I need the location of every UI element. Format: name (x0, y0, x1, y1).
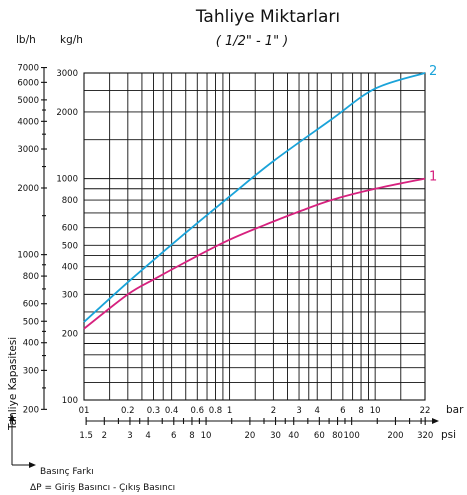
x-tick-psi: 10 (201, 431, 212, 441)
arrow-icon (9, 414, 36, 468)
x-tick-bar: 01 (79, 406, 90, 416)
y-tick-lb: 200 (23, 405, 39, 415)
y-tick-kg: 300 (62, 290, 78, 300)
y-axis-label: Tahliye Kapasitesi (7, 337, 19, 431)
x-tick-psi: 320 (417, 431, 433, 441)
x-tick-psi: 60 (314, 431, 325, 441)
x-tick-bar: 0.3 (147, 406, 161, 416)
grid (83, 72, 426, 401)
x-tick-psi: 100 (344, 431, 360, 441)
y-tick-kg: 800 (62, 196, 78, 206)
y-tick-kg: 100 (62, 396, 78, 406)
y-tick-lb: 600 (23, 300, 39, 310)
x-tick-bar: 0.6 (191, 406, 205, 416)
x-tick-psi: 40 (288, 431, 299, 441)
y-tick-lb: 5000 (17, 96, 39, 106)
series-line-1 (83, 177, 426, 330)
y-tick-kg: 2000 (56, 108, 78, 118)
x-axis-note: ΔP = Giriş Basıncı - Çıkış Basıncı (30, 483, 175, 493)
y-tick-lb: 1000 (17, 251, 39, 261)
series-label-2: 2 (429, 64, 437, 79)
x-tick-bar: 0.4 (165, 406, 179, 416)
x-axis-label: Basınç Farkı (40, 467, 94, 477)
x-tick-psi: 6 (171, 431, 176, 441)
chart-title: Tahliye Miktarları (195, 7, 340, 27)
chart-subtitle: ( 1/2" - 1" ) (216, 34, 289, 49)
y-tick-kg: 3000 (56, 69, 78, 79)
y-tick-kg: 500 (62, 241, 78, 251)
x-tick-bar: 0.2 (121, 406, 135, 416)
x-tick-bar: 8 (358, 406, 363, 416)
x-tick-psi: 20 (244, 431, 255, 441)
x-tick-psi: 2 (102, 431, 107, 441)
x-tick-bar: 10 (370, 406, 381, 416)
series: 21 (83, 64, 437, 330)
x-tick-bar: 4 (315, 406, 320, 416)
y-tick-lb: 7000 (17, 64, 39, 74)
x-tick-psi: 1.5 (79, 431, 93, 441)
plot-frame (83, 72, 426, 401)
psi-axis-arrow (432, 418, 439, 424)
x-unit-bar: bar (446, 404, 464, 416)
y-tick-lb: 500 (23, 317, 39, 327)
y-tick-lb: 2000 (17, 184, 39, 194)
y-tick-lb: 300 (23, 366, 39, 376)
x-tick-psi: 4 (145, 431, 150, 441)
y-tick-kg: 1000 (56, 175, 78, 185)
y-tick-lb: 3000 (17, 145, 39, 155)
y-unit-lb: lb/h (16, 34, 36, 46)
series-label-1: 1 (429, 170, 437, 185)
x-unit-psi: psi (441, 429, 456, 441)
x-tick-bar: 22 (420, 406, 431, 416)
y-tick-kg: 200 (62, 329, 78, 339)
series-line-2 (83, 72, 426, 323)
y-tick-lb: 400 (23, 339, 39, 349)
x-tick-bar: 2 (271, 406, 276, 416)
y-tick-lb: 4000 (17, 117, 39, 127)
y-unit-kg: kg/h (60, 34, 83, 46)
x-tick-psi: 200 (387, 431, 403, 441)
x-tick-bar: 0.8 (209, 406, 223, 416)
x-tick-psi: 30 (270, 431, 281, 441)
y-tick-lb: 6000 (17, 78, 39, 88)
y-tick-lb: 800 (23, 272, 39, 282)
axes: 01 0.2 0.3 0.4 0.6 0.8 1 2 3 4 6 8 10 22 bar 1.5 2 3 4 6 8 10… (17, 64, 464, 441)
x-tick-psi: 8 (189, 431, 194, 441)
x-tick-bar: 6 (340, 406, 345, 416)
x-tick-bar: 3 (296, 406, 301, 416)
x-tick-psi: 3 (127, 431, 132, 441)
x-tick-psi: 80 (332, 431, 343, 441)
x-tick-bar: 1 (227, 406, 232, 416)
y-tick-kg: 400 (62, 263, 78, 273)
y-tick-kg: 600 (62, 224, 78, 234)
